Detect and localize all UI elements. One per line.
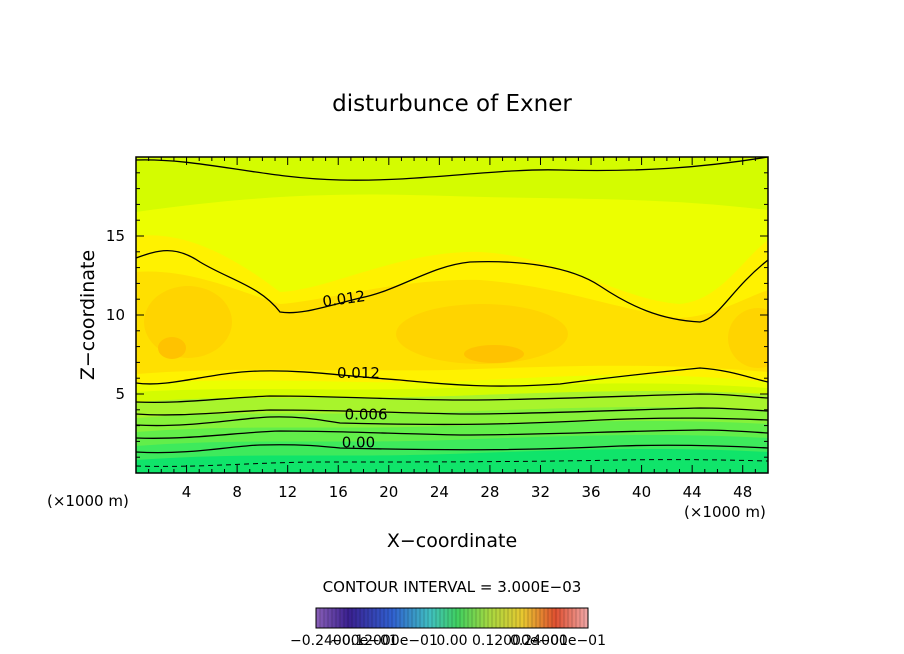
x-tick-label: 8 [232, 483, 242, 501]
y-axis-label: Z−coordinate [77, 250, 99, 380]
x-tick-label: 28 [480, 483, 499, 501]
x-tick-label: 40 [632, 483, 651, 501]
x-tick-label: 4 [182, 483, 192, 501]
contour-lines [136, 157, 768, 467]
contour-labels: 0.012 0.012 0.006 0.00 [321, 287, 388, 452]
contour-line-b [136, 407, 768, 416]
field-max-3 [728, 308, 768, 368]
contour-line-c [136, 429, 768, 439]
x-tick-label: 24 [430, 483, 449, 501]
contour-line-neg [136, 459, 768, 467]
contour-line-000 [136, 444, 768, 454]
x-unit-left: (×1000 m) [47, 492, 129, 510]
x-tick-label: 20 [379, 483, 398, 501]
x-tick-label: 12 [278, 483, 297, 501]
x-unit-right: (×1000 m) [684, 503, 766, 521]
contour-label: 0.012 [321, 287, 366, 311]
field-max-core-2 [464, 345, 524, 363]
colorbar-labels: −0.24000e−01−0.12000e−010.00 0.12000e−010… [290, 633, 606, 649]
colorbar-label: 0.00 [436, 633, 467, 649]
contour-line-top [136, 157, 768, 181]
contour-line-lower-012 [136, 367, 768, 387]
x-tick-label: 44 [683, 483, 702, 501]
y-tick-label: 10 [106, 306, 125, 324]
x-axis-label: X−coordinate [387, 530, 517, 552]
field-max-2 [396, 304, 568, 364]
y-axis: 5 10 15 [106, 156, 768, 474]
contour-label: 0.006 [345, 405, 388, 423]
contour-line-006 [136, 416, 768, 427]
contour-label: 0.00 [342, 434, 375, 452]
x-tick-label: 32 [531, 483, 550, 501]
colorbar-label: −0.24000e−01 [290, 633, 398, 649]
colorbar-fill [316, 608, 588, 628]
colorbar-label: 0.12000e−01 [472, 633, 568, 649]
contour-field [136, 157, 768, 473]
x-tick-label: 36 [581, 483, 600, 501]
field-max-1 [144, 286, 232, 358]
contour-line-upper-012 [136, 250, 768, 323]
contour-line-a [136, 393, 768, 404]
colorbar-label: −0.12000e−01 [330, 633, 438, 649]
x-tick-label: 16 [329, 483, 348, 501]
y-tick-label: 5 [115, 385, 125, 403]
x-axis: 4 8 12 16 20 24 28 32 36 40 44 48 [135, 157, 769, 501]
y-tick-label: 15 [106, 227, 125, 245]
contour-label: 0.012 [337, 364, 380, 382]
colorbar-stripes [319, 608, 585, 628]
chart-title: disturbunce of Exner [332, 91, 572, 117]
x-tick-label: 48 [733, 483, 752, 501]
colorbar-label: 0.24000e−01 [510, 633, 606, 649]
colorbar [315, 607, 589, 629]
field-max-core-1 [158, 337, 186, 359]
colorbar-frame [315, 607, 589, 629]
contour-interval-text: CONTOUR INTERVAL = 3.000E−03 [323, 578, 582, 596]
